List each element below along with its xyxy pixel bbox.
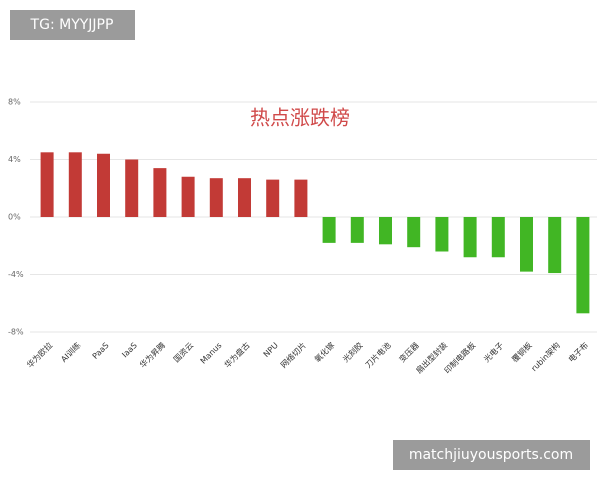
bar — [350, 217, 364, 243]
bar — [407, 217, 421, 248]
y-tick-label: 0% — [8, 213, 21, 222]
bar — [181, 176, 195, 217]
watermark: TG: MYYJJPP — [30, 17, 114, 33]
bar — [40, 152, 54, 217]
bar — [294, 179, 308, 217]
watermark: matchjiuyousports.com — [409, 447, 573, 463]
bar — [520, 217, 533, 272]
bar — [153, 168, 167, 217]
bar — [463, 217, 477, 258]
bar — [435, 217, 449, 252]
watermark-box — [393, 440, 590, 470]
chart-title: 热点涨跌榜 — [250, 106, 350, 130]
bar — [209, 178, 223, 217]
y-tick-label: 8% — [8, 98, 21, 107]
bar — [68, 152, 82, 217]
y-tick-label: -8% — [8, 328, 24, 337]
y-tick-label: 4% — [8, 155, 21, 164]
bar — [97, 153, 110, 217]
bar — [576, 217, 590, 314]
bar — [491, 217, 505, 258]
watermark-box — [10, 10, 135, 40]
bar — [548, 217, 562, 274]
bar — [322, 217, 336, 243]
bar — [238, 178, 251, 217]
bar — [379, 217, 392, 245]
y-tick-label: -4% — [8, 270, 24, 279]
bar — [266, 179, 280, 217]
bar — [125, 159, 139, 217]
